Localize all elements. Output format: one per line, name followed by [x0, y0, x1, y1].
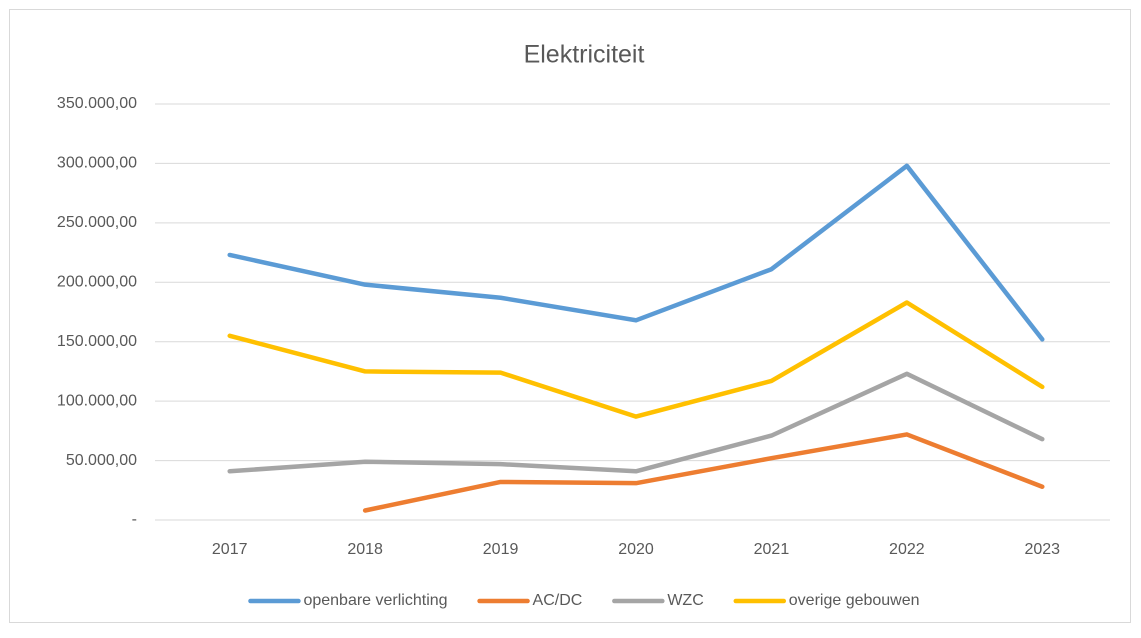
y-tick-label: 200.000,00 [57, 274, 137, 291]
y-tick-label: 150.000,00 [57, 333, 137, 350]
x-tick-label: 2017 [212, 541, 248, 558]
x-tick-label: 2020 [618, 541, 654, 558]
y-tick-label: 100.000,00 [57, 392, 137, 409]
y-tick-label: 250.000,00 [57, 214, 137, 231]
chart-title: Elektriciteit [524, 41, 645, 69]
series-line [227, 163, 1045, 342]
x-tick-label: 2021 [754, 541, 790, 558]
legend-label: openbare verlichting [303, 592, 447, 609]
y-tick-label: 300.000,00 [57, 155, 137, 172]
legend-label: AC/DC [533, 592, 583, 609]
y-tick-label: 350.000,00 [57, 95, 137, 112]
series-line [227, 371, 1045, 474]
x-tick-label: 2018 [347, 541, 383, 558]
series-line [362, 432, 1045, 513]
legend-label: WZC [667, 592, 703, 609]
x-tick-label: 2022 [889, 541, 925, 558]
series-line [227, 300, 1045, 419]
y-tick-label: 50.000,00 [66, 452, 137, 469]
y-tick-label: - [132, 511, 137, 528]
chart-border [9, 9, 1131, 623]
x-tick-label: 2023 [1024, 541, 1060, 558]
legend-label: overige gebouwen [789, 592, 920, 609]
x-tick-label: 2019 [483, 541, 519, 558]
